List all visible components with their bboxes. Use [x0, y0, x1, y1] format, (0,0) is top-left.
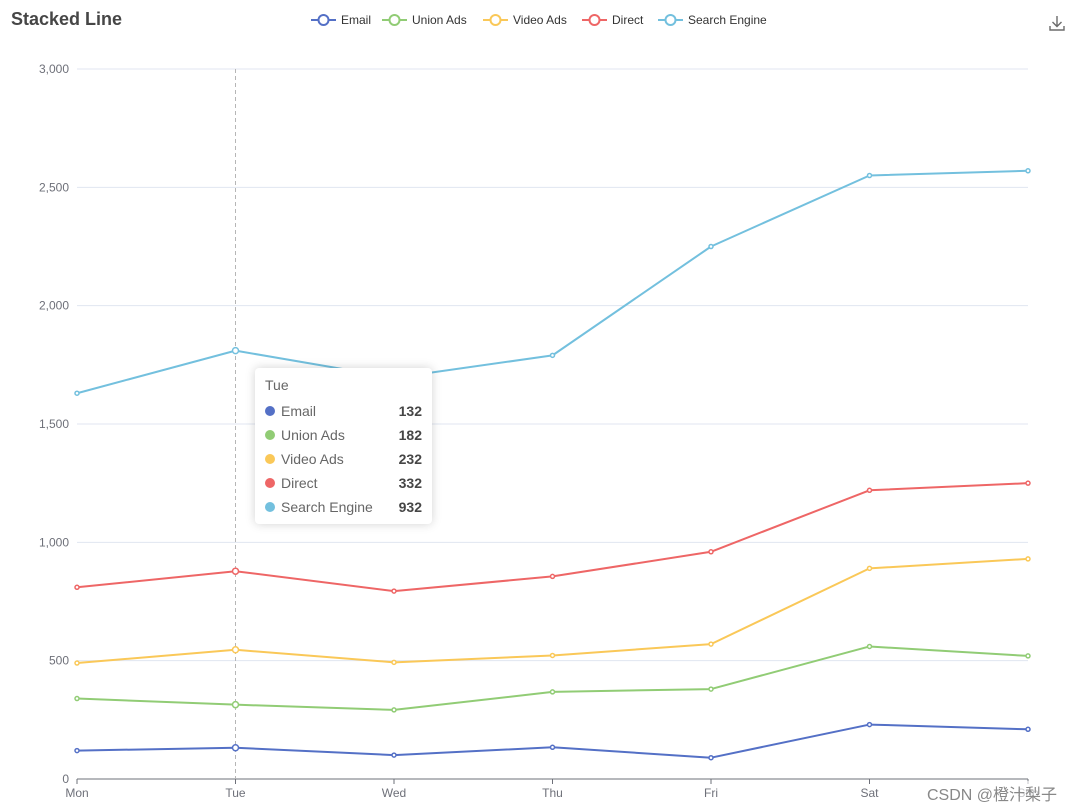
legend-marker-icon — [311, 14, 336, 26]
chart-title: Stacked Line — [11, 9, 123, 29]
data-point — [1025, 480, 1031, 486]
data-point — [549, 689, 556, 695]
data-point — [866, 172, 873, 179]
legend-marker-icon — [382, 14, 407, 26]
y-tick-label: 1,000 — [39, 535, 69, 549]
download-icon[interactable] — [1048, 14, 1066, 32]
data-point — [231, 346, 240, 355]
tooltip-series-name: Direct — [281, 475, 318, 491]
x-tick-label: Tue — [225, 786, 246, 800]
data-point — [1025, 653, 1031, 659]
legend-item[interactable]: Video Ads — [483, 12, 567, 28]
x-tick-label: Sat — [860, 786, 879, 800]
legend-marker-icon — [658, 14, 683, 26]
legend-item[interactable]: Union Ads — [382, 12, 467, 28]
series-line-search-engine — [76, 169, 1029, 395]
data-point — [549, 352, 556, 359]
tooltip-series-name: Email — [281, 403, 317, 419]
tooltip-series-value: 132 — [398, 403, 422, 419]
tooltip-row: Union Ads 182 — [265, 423, 422, 447]
tooltip-series-name: Search Engine — [281, 499, 373, 515]
tooltip-series-dot — [265, 406, 275, 416]
data-point — [74, 747, 80, 754]
data-point — [74, 390, 80, 396]
tooltip-series-dot — [265, 502, 275, 512]
chart-legend: Email Union Ads Video Ads Direct Search Engi… — [0, 0, 1079, 40]
data-point — [708, 686, 714, 692]
data-point — [391, 707, 397, 713]
data-point — [708, 754, 714, 761]
legend-label: Union Ads — [412, 13, 467, 27]
y-tick-label: 2,500 — [39, 180, 69, 194]
data-point — [231, 744, 240, 752]
legend-item[interactable]: Direct — [582, 12, 643, 28]
tooltip-series-dot — [265, 430, 275, 440]
data-point — [74, 660, 80, 666]
data-point — [1025, 726, 1031, 733]
tooltip-row: Direct 332 — [265, 471, 422, 495]
y-tick-label: 0 — [62, 772, 69, 786]
tooltip-series-value: 332 — [398, 475, 422, 491]
data-point — [708, 243, 714, 250]
data-point — [74, 584, 80, 591]
data-point — [708, 549, 714, 555]
legend-marker-icon — [582, 14, 607, 26]
data-point — [231, 646, 240, 654]
tooltip-category: Tue — [265, 377, 289, 393]
tooltip-series-value: 182 — [398, 427, 422, 443]
data-point — [1025, 168, 1031, 174]
data-point — [866, 487, 873, 494]
legend-item[interactable]: Search Engine — [658, 12, 767, 28]
watermark: CSDN @橙汁梨子 — [927, 781, 1058, 805]
legend-label: Direct — [612, 13, 644, 27]
y-tick-label: 3,000 — [39, 62, 69, 76]
tooltip-series-value: 232 — [398, 451, 422, 467]
data-point — [231, 700, 240, 709]
tooltip-row: Video Ads 232 — [265, 447, 422, 471]
tooltip: Tue Email 132 Union Ads 182 Video Ads 232 Dire… — [255, 368, 432, 524]
tooltip-row: Search Engine 932 — [265, 495, 422, 519]
data-point — [866, 643, 873, 650]
data-point — [549, 652, 556, 659]
legend-marker-icon — [483, 14, 508, 26]
data-point — [391, 752, 397, 758]
y-tick-label: 500 — [49, 654, 69, 668]
y-tick-label: 1,500 — [39, 417, 69, 431]
data-point — [231, 567, 240, 575]
legend-label: Email — [341, 13, 372, 27]
tooltip-series-dot — [265, 454, 275, 464]
y-tick-label: 2,000 — [39, 299, 69, 313]
legend-label: Video Ads — [513, 13, 567, 27]
x-tick-label: Thu — [542, 786, 563, 800]
data-point — [549, 744, 556, 751]
data-point — [74, 695, 80, 702]
x-tick-label: Fri — [704, 786, 718, 800]
data-point — [1025, 556, 1031, 562]
data-point — [391, 659, 397, 666]
legend-item[interactable]: Email — [311, 12, 371, 28]
tooltip-series-name: Video Ads — [281, 451, 344, 467]
data-point — [866, 721, 873, 728]
tooltip-series-name: Union Ads — [281, 427, 345, 443]
data-point — [549, 573, 556, 580]
tooltip-series-dot — [265, 478, 275, 488]
data-point — [391, 588, 397, 594]
x-tick-label: Mon — [65, 786, 88, 800]
legend-label: Search Engine — [688, 13, 767, 27]
tooltip-series-value: 932 — [398, 499, 422, 515]
data-point — [708, 641, 714, 647]
x-tick-label: Wed — [382, 786, 406, 800]
tooltip-row: Email 132 — [265, 399, 422, 423]
data-point — [866, 565, 873, 572]
series-line-email — [76, 723, 1029, 759]
